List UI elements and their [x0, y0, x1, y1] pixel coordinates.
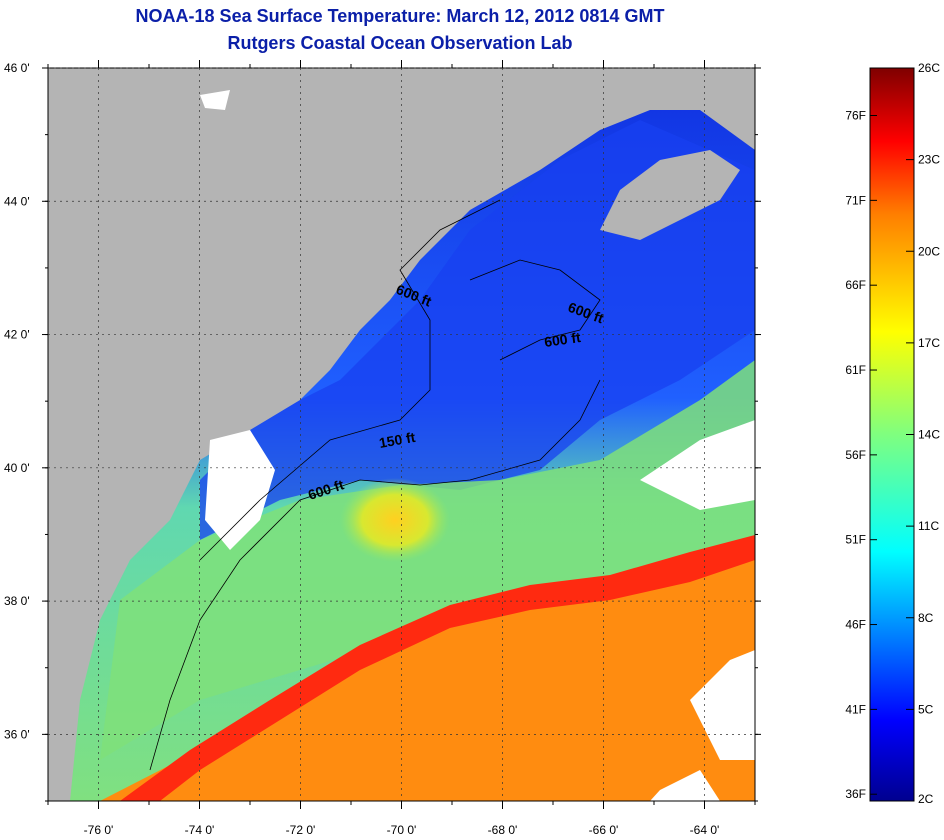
contour-label: 150 ft	[378, 429, 417, 451]
colorbar-celsius-label: 5C	[918, 702, 934, 716]
colorbar-fahrenheit-label: 76F	[845, 109, 866, 123]
colorbar-fahrenheit-label: 51F	[845, 533, 866, 547]
lat-tick-label: 40 0'	[4, 461, 30, 475]
lat-tick-label: 38 0'	[4, 594, 30, 608]
colorbar-fahrenheit-label: 66F	[845, 278, 866, 292]
colorbar-celsius-label: 2C	[918, 792, 934, 806]
colorbar-fahrenheit-label: 36F	[845, 787, 866, 801]
cloud-patch	[205, 430, 275, 550]
map-title: NOAA-18 Sea Surface Temperature: March 1…	[135, 6, 665, 26]
gulf-stream-sargasso	[100, 540, 755, 801]
lon-tick-label: -64 0'	[690, 823, 720, 837]
cloud-patch	[200, 90, 230, 110]
map-area: 600 ft 600 ft 600 ft 150 ft 600 ft	[48, 68, 755, 801]
lon-tick-label: -68 0'	[488, 823, 518, 837]
colorbar-celsius-label: 14C	[918, 428, 940, 442]
gulf-stream-core	[120, 535, 755, 801]
colorbar-celsius-label: 11C	[918, 519, 939, 533]
nova-scotia	[600, 150, 740, 240]
lat-tick-label: 44 0'	[4, 194, 30, 208]
lon-tick-label: -74 0'	[185, 823, 215, 837]
land-mass	[48, 68, 755, 801]
cloud-patch	[640, 420, 755, 510]
colorbar-fahrenheit-label: 41F	[845, 702, 866, 716]
lat-tick-label: 42 0'	[4, 328, 30, 342]
contour-600ft	[149, 379, 601, 771]
colorbar-fahrenheit-label: 56F	[845, 448, 866, 462]
colorbar-fahrenheit-labels: 76F 71F 66F 61F 56F 51F 46F 41F 36F	[845, 109, 877, 801]
lon-tick-label: -66 0'	[589, 823, 619, 837]
colorbar-fahrenheit-label: 61F	[845, 363, 866, 377]
lat-tick-label: 36 0'	[4, 727, 30, 741]
lat-tick-label: 46 0'	[4, 61, 30, 75]
colorbar-celsius-label: 8C	[918, 611, 934, 625]
lon-tick-label: -72 0'	[286, 823, 316, 837]
axis-ticks: 46 0' 44 0' 42 0' 40 0' 38 0' 36 0' -76 0' -74 …	[4, 60, 761, 837]
colorbar-fahrenheit-label: 46F	[845, 618, 866, 632]
lon-tick-label: -70 0'	[387, 823, 417, 837]
map-subtitle: Rutgers Coastal Ocean Observation Lab	[227, 33, 573, 53]
contour-600ft-gulf-of-maine	[469, 259, 601, 361]
colorbar-celsius-label: 26C	[918, 61, 940, 75]
contour-150ft	[199, 199, 501, 561]
grid-lines	[48, 67, 755, 801]
colorbar-celsius-label: 20C	[918, 244, 940, 258]
slope-water	[100, 360, 755, 760]
colorbar-celsius-labels: 26C 23C 20C 17C 14C 11C 8C 5C 2C	[906, 61, 940, 806]
cloud-patch	[650, 770, 720, 801]
warm-core-eddy	[340, 478, 450, 562]
cloud-patch	[690, 650, 755, 760]
lon-tick-label: -76 0'	[84, 823, 114, 837]
colorbar-celsius-label: 17C	[918, 336, 940, 350]
colorbar-celsius-label: 23C	[918, 153, 940, 167]
colorbar-fahrenheit-label: 71F	[845, 193, 866, 207]
